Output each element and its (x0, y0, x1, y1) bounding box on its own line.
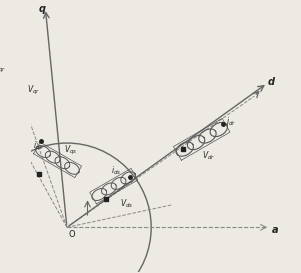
Text: $V_{ds}$: $V_{ds}$ (120, 198, 134, 210)
Text: $V_{dr}$: $V_{dr}$ (202, 149, 215, 162)
Text: $i_{ds}$: $i_{ds}$ (111, 165, 121, 177)
Text: $i_{qs}$: $i_{qs}$ (33, 140, 43, 153)
Text: a: a (272, 225, 279, 235)
Text: $V_{qs}$: $V_{qs}$ (64, 144, 77, 157)
Text: $V_{qr}$: $V_{qr}$ (26, 84, 40, 97)
Text: O: O (69, 230, 76, 239)
Text: $i_{qr}$: $i_{qr}$ (0, 61, 6, 75)
Text: q: q (39, 4, 46, 14)
Text: $i_{dr}$: $i_{dr}$ (226, 115, 236, 128)
Text: d: d (267, 77, 274, 87)
